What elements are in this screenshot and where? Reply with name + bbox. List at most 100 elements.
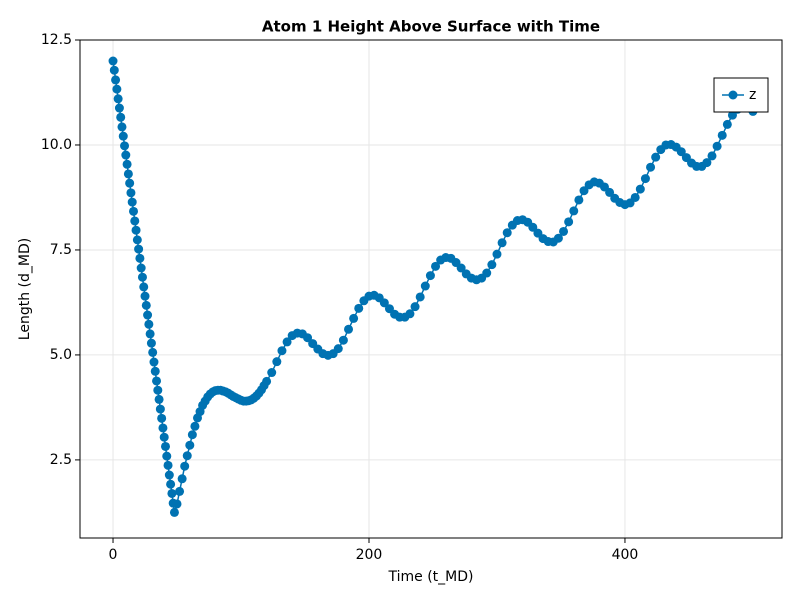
data-point bbox=[605, 187, 615, 197]
data-point bbox=[528, 222, 538, 232]
y-tick-label: 12.5 bbox=[41, 32, 72, 48]
data-point bbox=[167, 488, 177, 498]
data-point bbox=[143, 310, 153, 320]
data-point bbox=[187, 430, 197, 440]
data-point bbox=[122, 159, 132, 169]
data-point bbox=[108, 56, 118, 66]
data-point bbox=[112, 84, 122, 94]
data-point bbox=[159, 432, 169, 442]
legend-label: z bbox=[749, 87, 756, 103]
data-point bbox=[162, 451, 172, 461]
data-point bbox=[144, 319, 154, 329]
data-point bbox=[150, 366, 160, 376]
data-point bbox=[120, 141, 130, 151]
data-point bbox=[118, 131, 128, 141]
data-point bbox=[157, 413, 167, 423]
data-point bbox=[333, 344, 343, 354]
data-point bbox=[717, 130, 727, 140]
data-point bbox=[163, 460, 173, 470]
data-point bbox=[149, 357, 159, 367]
data-point bbox=[175, 486, 185, 496]
data-point bbox=[262, 376, 272, 386]
data-point bbox=[646, 162, 656, 172]
data-point bbox=[114, 103, 124, 113]
data-point bbox=[722, 119, 732, 129]
data-point bbox=[155, 404, 165, 414]
chart-title: Atom 1 Height Above Surface with Time bbox=[262, 18, 600, 36]
data-point bbox=[579, 186, 589, 196]
legend-marker bbox=[728, 90, 738, 100]
data-point bbox=[640, 174, 650, 184]
axes-frame bbox=[79, 39, 783, 539]
y-tick-label: 7.5 bbox=[50, 242, 72, 258]
data-point bbox=[148, 347, 158, 357]
data-point bbox=[111, 75, 121, 85]
data-point bbox=[553, 233, 563, 243]
data-point bbox=[132, 235, 142, 245]
data-point bbox=[497, 238, 507, 248]
legend: z bbox=[713, 77, 769, 113]
data-point bbox=[410, 302, 420, 312]
data-point bbox=[180, 461, 190, 471]
data-point bbox=[152, 376, 162, 386]
data-point bbox=[127, 197, 137, 207]
data-point bbox=[482, 268, 492, 278]
data-point bbox=[559, 226, 569, 236]
data-point bbox=[136, 263, 146, 273]
data-point bbox=[282, 337, 292, 347]
y-tick-label: 10.0 bbox=[41, 137, 72, 153]
data-point bbox=[125, 178, 135, 188]
data-point bbox=[128, 206, 138, 216]
x-tick-label: 200 bbox=[356, 547, 383, 563]
data-point bbox=[177, 474, 187, 484]
data-point bbox=[492, 249, 502, 259]
data-point bbox=[182, 451, 192, 461]
data-point bbox=[121, 150, 131, 160]
y-tick-label: 5.0 bbox=[50, 347, 72, 363]
data-point bbox=[141, 300, 151, 310]
data-point bbox=[145, 329, 155, 339]
data-point bbox=[158, 423, 168, 433]
data-point bbox=[267, 368, 277, 378]
data-point bbox=[431, 261, 441, 271]
data-point bbox=[712, 141, 722, 151]
data-point bbox=[117, 122, 127, 132]
data-point bbox=[154, 394, 164, 404]
plot-area bbox=[108, 56, 758, 517]
data-point bbox=[707, 151, 717, 161]
data-point bbox=[354, 303, 364, 313]
data-point bbox=[172, 499, 182, 509]
data-point bbox=[113, 94, 123, 104]
data-point bbox=[160, 441, 170, 451]
data-point bbox=[564, 217, 574, 227]
data-point bbox=[569, 206, 579, 216]
data-point bbox=[651, 152, 661, 162]
data-point bbox=[405, 309, 415, 319]
data-point bbox=[116, 112, 126, 122]
data-point bbox=[487, 260, 497, 270]
data-point bbox=[134, 244, 144, 254]
data-point bbox=[456, 263, 466, 273]
data-point bbox=[574, 195, 584, 205]
data-point bbox=[349, 313, 359, 323]
data-point bbox=[185, 440, 195, 450]
data-point bbox=[272, 357, 282, 367]
data-point bbox=[146, 338, 156, 348]
data-point bbox=[109, 65, 119, 75]
data-point bbox=[135, 253, 145, 263]
data-point bbox=[164, 470, 174, 480]
data-point bbox=[635, 184, 645, 194]
data-point bbox=[137, 272, 147, 282]
data-point bbox=[130, 216, 140, 226]
y-axis-label: Length (d_MD) bbox=[17, 238, 33, 340]
data-point bbox=[676, 147, 686, 157]
data-point bbox=[338, 335, 348, 345]
data-point bbox=[420, 281, 430, 291]
data-point bbox=[190, 421, 200, 431]
data-point bbox=[169, 507, 179, 517]
data-point bbox=[139, 282, 149, 292]
y-tick-label: 2.5 bbox=[50, 452, 72, 468]
data-point bbox=[277, 346, 287, 356]
